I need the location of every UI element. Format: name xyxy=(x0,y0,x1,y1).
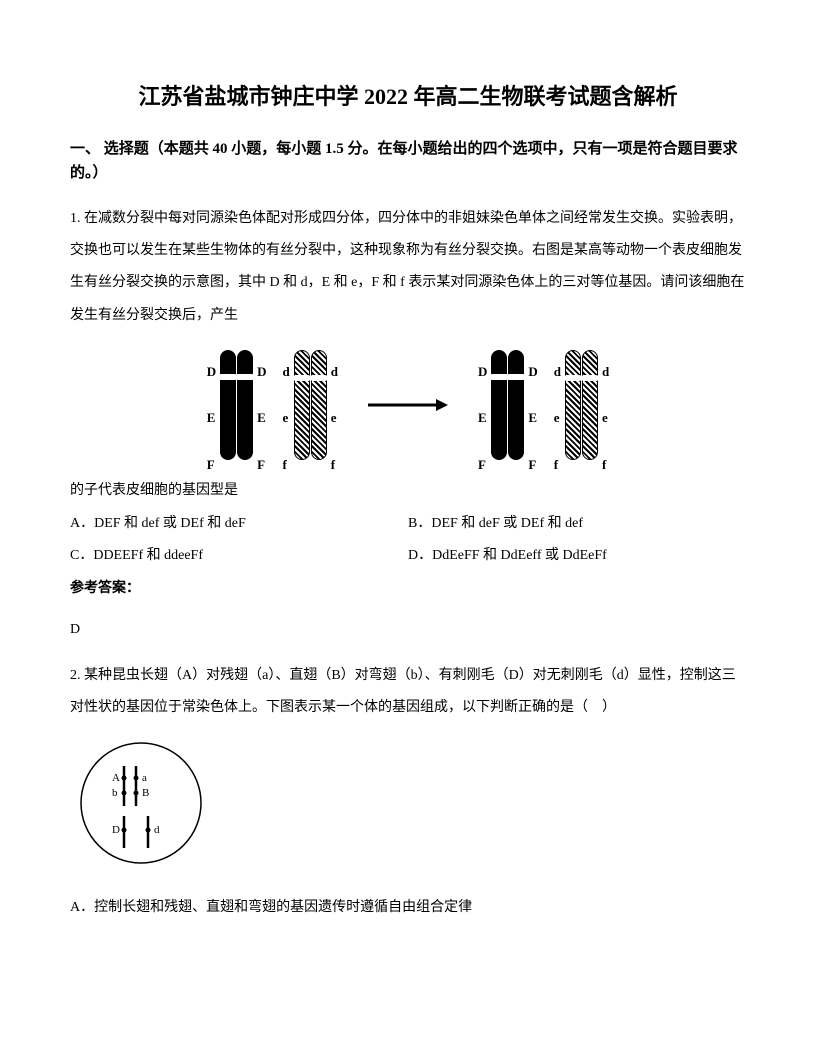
chromatid-hatched xyxy=(294,350,310,460)
label: d xyxy=(331,358,338,387)
label: f xyxy=(602,451,609,480)
gene-label-a: a xyxy=(142,772,147,784)
labels-D-E-F-left: D E F xyxy=(207,330,216,480)
label: E xyxy=(478,404,487,433)
gene-label-A: A xyxy=(112,772,120,784)
chromatid-solid xyxy=(491,350,507,460)
answer-label: 参考答案： xyxy=(70,574,746,605)
q1-tail: 的子代表皮细胞的基因型是 xyxy=(70,476,746,507)
label: E xyxy=(528,404,537,433)
page-title: 江苏省盐城市钟庄中学 2022 年高二生物联考试题含解析 xyxy=(70,80,746,113)
labels-d-e-f-outer: d e f xyxy=(331,330,338,480)
labels-D-E-F-inner: D E F xyxy=(257,330,266,480)
label: D xyxy=(207,358,216,387)
arrow-icon xyxy=(368,395,448,415)
label: F xyxy=(528,451,537,480)
chrom-pair xyxy=(220,350,253,460)
chromatid-hatched xyxy=(565,350,581,460)
chromosome-diagram: D E F D E F d e f xyxy=(70,340,746,470)
chrom-group-left: D E F D E F d e f xyxy=(207,330,338,480)
gene-label-b: b xyxy=(112,787,118,799)
question-2: 2. 某种昆虫长翅（A）对残翅（a）、直翅（B）对弯翅（b）、有刺刚毛（D）对无… xyxy=(70,660,746,724)
chromatid-hatched xyxy=(582,350,598,460)
chrom-pair xyxy=(491,350,524,460)
option-a: A．DEF 和 def 或 DEf 和 deF xyxy=(70,509,408,540)
labels-d-e-f-inner: d e f xyxy=(283,330,290,480)
cell-diagram: A a b B D d xyxy=(76,738,746,877)
chrom-group-right: D E F D E F d e f xyxy=(478,330,609,480)
option-b: B．DEF 和 deF 或 DEf 和 def xyxy=(408,509,746,540)
label: d xyxy=(602,358,609,387)
labels-D-E-F-left: D E F xyxy=(478,330,487,480)
label: f xyxy=(283,451,290,480)
labels-d-e-f-inner: d e f xyxy=(554,330,561,480)
label: E xyxy=(207,404,216,433)
cell-circle xyxy=(81,743,201,863)
options-row-1: A．DEF 和 def 或 DEf 和 deF B．DEF 和 deF 或 DE… xyxy=(70,509,746,540)
option-d: D．DdEeFF 和 DdEeff 或 DdEeFf xyxy=(408,541,746,572)
label: E xyxy=(257,404,266,433)
q1-stem: 1. 在减数分裂中每对同源染色体配对形成四分体，四分体中的非姐妹染色单体之间经常… xyxy=(70,203,746,332)
chrom-pair xyxy=(565,350,598,460)
chromatid-solid xyxy=(220,350,236,460)
label: f xyxy=(331,451,338,480)
chrom-pair xyxy=(294,350,327,460)
label: e xyxy=(331,404,338,433)
label: d xyxy=(554,358,561,387)
option-c: C．DDEEFf 和 ddeeFf xyxy=(70,541,408,572)
label: D xyxy=(528,358,537,387)
label: e xyxy=(602,404,609,433)
label: F xyxy=(478,451,487,480)
answer-value: D xyxy=(70,615,746,646)
section-header: 一、 选择题（本题共 40 小题，每小题 1.5 分。在每小题给出的四个选项中，… xyxy=(70,137,746,185)
labels-D-E-F-inner: D E F xyxy=(528,330,537,480)
label: d xyxy=(283,358,290,387)
chromatid-solid xyxy=(508,350,524,460)
label: D xyxy=(478,358,487,387)
question-1: 1. 在减数分裂中每对同源染色体配对形成四分体，四分体中的非姐妹染色单体之间经常… xyxy=(70,203,746,646)
labels-d-e-f-outer: d e f xyxy=(602,330,609,480)
chromatid-hatched xyxy=(311,350,327,460)
gene-label-d: d xyxy=(154,824,160,836)
chromatid-solid xyxy=(237,350,253,460)
gene-label-B: B xyxy=(142,787,149,799)
label: e xyxy=(554,404,561,433)
q2-option-a: A．控制长翅和残翅、直翅和弯翅的基因遗传时遵循自由组合定律 xyxy=(70,895,746,920)
gene-label-D: D xyxy=(112,824,120,836)
label: F xyxy=(257,451,266,480)
label: e xyxy=(283,404,290,433)
label: D xyxy=(257,358,266,387)
label: f xyxy=(554,451,561,480)
options-row-2: C．DDEEFf 和 ddeeFf D．DdEeFF 和 DdEeff 或 Dd… xyxy=(70,541,746,572)
